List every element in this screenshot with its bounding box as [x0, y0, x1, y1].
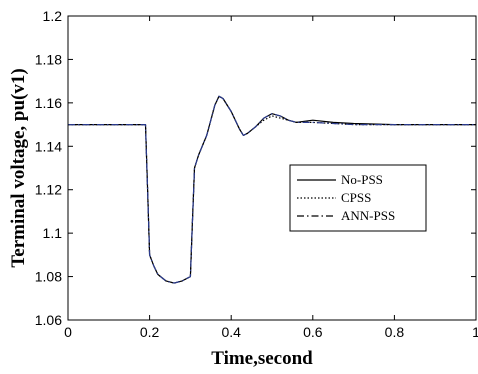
x-tick-label: 1 [472, 324, 478, 340]
y-tick-label: 1.06 [35, 312, 62, 328]
legend-label-ann-pss: ANN-PSS [341, 208, 395, 223]
x-axis-title: Time,second [211, 348, 313, 369]
y-tick-label: 1.1 [43, 225, 63, 241]
x-axis: 0 0.2 0.4 0.6 0.8 1 [64, 16, 478, 340]
legend-label-cpss: CPSS [341, 190, 371, 205]
y-tick-label: 1.18 [35, 51, 62, 67]
y-tick-label: 1.08 [35, 269, 62, 285]
x-tick-label: 0 [64, 324, 72, 340]
y-tick-label: 1.14 [35, 138, 62, 154]
x-tick-label: 0.6 [303, 324, 323, 340]
x-tick-label: 0.8 [385, 324, 405, 340]
legend-label-no-pss: No-PSS [341, 172, 383, 187]
legend-box [289, 164, 427, 232]
y-tick-label: 1.12 [35, 182, 62, 198]
plot-frame [67, 15, 477, 321]
y-tick-label: 1.2 [43, 8, 63, 24]
y-axis: 1.06 1.08 1.1 1.12 1.14 1.16 1.18 1.2 [35, 8, 476, 328]
y-tick-label: 1.16 [35, 95, 62, 111]
x-tick-label: 0.2 [140, 324, 160, 340]
y-axis-title: Terminal voltage, pu(v1) [8, 68, 29, 267]
legend: No-PSS CPSS ANN-PSS [289, 164, 427, 232]
series-line-ann-pss [68, 95, 476, 284]
x-tick-label: 0.4 [221, 324, 241, 340]
series-layer [68, 95, 476, 284]
